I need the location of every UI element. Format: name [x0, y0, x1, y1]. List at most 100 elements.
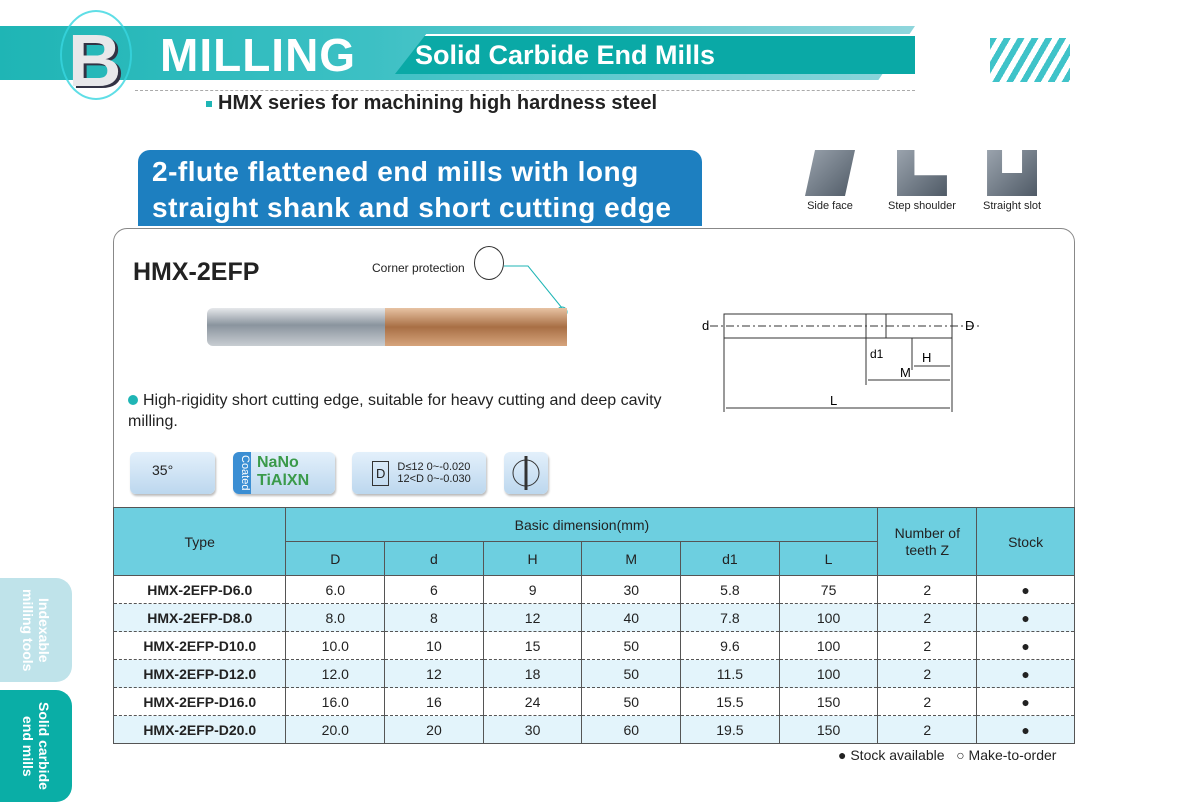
- value-cell: 150: [778, 715, 879, 744]
- value-cell: 150: [778, 687, 879, 716]
- section-letter: B: [68, 19, 122, 102]
- value-cell: 60: [581, 715, 682, 744]
- coating-label: TiAlXN: [257, 472, 310, 489]
- value-cell: 12.0: [285, 659, 386, 688]
- value-cell: 50: [581, 659, 682, 688]
- value-cell: 8.0: [285, 603, 386, 632]
- dim-M: M: [900, 365, 911, 380]
- value-cell: 16: [384, 687, 484, 716]
- straight-slot-icon: [987, 150, 1038, 196]
- type-cell: HMX-2EFP-D10.0: [112, 631, 287, 660]
- stock-legend: ● Stock available ○ Make-to-order: [838, 747, 1056, 763]
- value-cell: 20: [384, 715, 484, 744]
- teeth-header: Number of teeth Z: [877, 507, 978, 576]
- value-cell: 7.8: [680, 603, 780, 632]
- value-cell: 6.0: [285, 575, 386, 604]
- value-cell: 9.6: [680, 631, 780, 660]
- product-heading: 2-flute flattened end mills with long str…: [138, 150, 702, 226]
- value-cell: 2: [877, 603, 978, 632]
- header-stripes: [990, 38, 1070, 82]
- value-cell: 10.0: [285, 631, 386, 660]
- stock-cell: ●: [976, 631, 1075, 660]
- end-mill-tip: [385, 308, 567, 346]
- value-cell: 100: [778, 631, 879, 660]
- series-title: HMX series for machining high hardness s…: [218, 92, 658, 114]
- basic-dimension-header: Basic dimension(mm): [285, 507, 879, 542]
- helix-angle-icon: 35°: [130, 452, 215, 494]
- value-cell: 9: [482, 575, 583, 604]
- subtitle-box: [395, 34, 915, 74]
- side-tab-solid-carbide[interactable]: Solid carbide end mills: [0, 690, 72, 802]
- value-cell: 40: [581, 603, 682, 632]
- value-cell: 8: [384, 603, 484, 632]
- value-cell: 12: [384, 659, 484, 688]
- end-mill-image: [207, 308, 567, 346]
- table-row: HMX-2EFP-D10.0 10.0 10 15 50 9.6 100 2 ●: [112, 631, 1075, 660]
- model-name: HMX-2EFP: [133, 258, 260, 286]
- table-row: HMX-2EFP-D16.0 16.0 16 24 50 15.5 150 2 ●: [112, 687, 1075, 716]
- value-cell: 20.0: [285, 715, 386, 744]
- column-header-L: L: [778, 541, 879, 576]
- value-cell: 16.0: [285, 687, 386, 716]
- stock-header: Stock: [976, 507, 1075, 576]
- type-cell: HMX-2EFP-D6.0: [112, 575, 287, 604]
- table-row: HMX-2EFP-D6.0 6.0 6 9 30 5.8 75 2 ●: [112, 575, 1075, 604]
- value-cell: 12: [482, 603, 583, 632]
- app-straight-slot: Straight slot: [983, 150, 1041, 212]
- value-cell: 100: [778, 603, 879, 632]
- nano-label: NaNo: [257, 454, 299, 471]
- app-label: Straight slot: [983, 200, 1042, 212]
- legend-available: ● Stock available: [838, 747, 945, 763]
- bullet-icon: [128, 395, 138, 405]
- heading-line: straight shank and short cutting edge: [152, 192, 672, 223]
- column-header-M: M: [581, 541, 682, 576]
- column-header-H: H: [482, 541, 583, 576]
- dimension-diagram: d D d1 H M L: [702, 313, 980, 412]
- column-header-D: D: [285, 541, 386, 576]
- stock-cell: ●: [976, 687, 1075, 716]
- feature-description: High-rigidity short cutting edge, suitab…: [128, 392, 662, 430]
- stock-cell: ●: [976, 659, 1075, 688]
- column-header-d: d: [384, 541, 484, 576]
- value-cell: 50: [581, 631, 682, 660]
- corner-protection-label: Corner protection: [372, 261, 465, 275]
- value-cell: 10: [384, 631, 484, 660]
- stock-cell: ●: [976, 715, 1075, 744]
- tolerance-line: D≤12 0~-0.020: [397, 461, 471, 473]
- value-cell: 100: [778, 659, 879, 688]
- app-side-face: Side face: [805, 150, 855, 212]
- type-cell: HMX-2EFP-D8.0: [112, 603, 287, 632]
- flute-section-icon: [504, 452, 548, 494]
- value-cell: 18: [482, 659, 583, 688]
- value-cell: 30: [581, 575, 682, 604]
- value-cell: 2: [877, 687, 978, 716]
- value-cell: 6: [384, 575, 484, 604]
- legend-make-to-order: ○ Make-to-order: [956, 747, 1057, 763]
- coating-icon: Coated NaNo TiAlXN: [233, 452, 335, 494]
- table-row: HMX-2EFP-D12.0 12.0 12 18 50 11.5 100 2 ●: [112, 659, 1075, 688]
- value-cell: 2: [877, 715, 978, 744]
- app-label: Side face: [807, 200, 853, 212]
- side-tab-indexable[interactable]: Indexable milling tools: [0, 578, 72, 682]
- coated-label: Coated: [233, 452, 251, 494]
- helix-label: 35°: [152, 462, 174, 478]
- dim-d1: d1: [870, 347, 884, 361]
- tolerance-icon: D D≤12 0~-0.020 12<D 0~-0.030: [352, 452, 486, 494]
- type-cell: HMX-2EFP-D16.0: [112, 687, 287, 716]
- value-cell: 11.5: [680, 659, 780, 688]
- section-title: MILLING: [160, 29, 357, 81]
- dim-H: H: [922, 350, 931, 365]
- value-cell: 15.5: [680, 687, 780, 716]
- step-shoulder-icon: [896, 150, 947, 196]
- dim-D: D: [965, 318, 974, 333]
- app-step-shoulder: Step shoulder: [888, 150, 956, 212]
- value-cell: 24: [482, 687, 583, 716]
- corner-protection-icon: [474, 246, 504, 280]
- value-cell: 2: [877, 575, 978, 604]
- value-cell: 30: [482, 715, 583, 744]
- type-cell: HMX-2EFP-D20.0: [112, 715, 287, 744]
- value-cell: 2: [877, 631, 978, 660]
- value-cell: 2: [877, 659, 978, 688]
- heading-line: 2-flute flattened end mills with long: [152, 156, 639, 187]
- app-label: Step shoulder: [888, 200, 956, 212]
